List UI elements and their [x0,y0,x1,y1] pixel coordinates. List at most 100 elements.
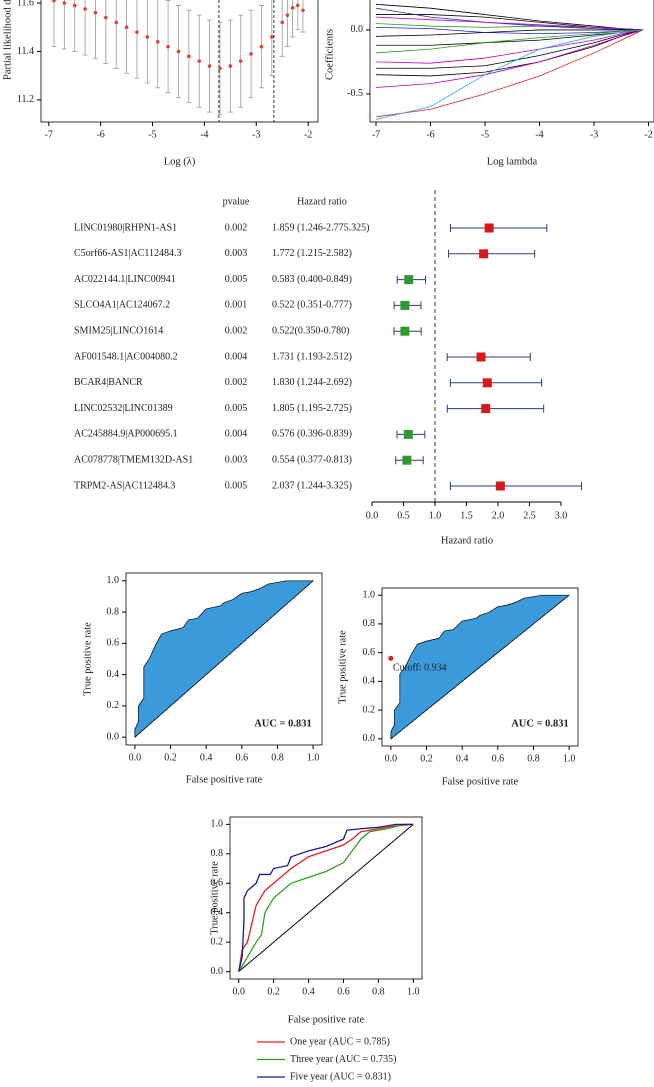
point [83,7,87,11]
series-line [375,29,644,37]
error-bar [51,0,57,48]
y-tick-label: 0.6 [211,878,224,889]
point [62,1,67,5]
point [145,35,150,39]
x-tick-label: -7 [45,129,53,140]
y-tick-label: 1.0 [363,589,376,600]
row-name: AC245884.9|AP000695.1 [74,429,178,440]
row-name: LINC01980|RHPN1-AS1 [74,222,177,233]
point [290,6,295,10]
series-line [238,823,414,972]
hr-marker [484,223,494,233]
row-pvalue: 0.002 [225,377,248,388]
x-tick-label: -2 [644,129,652,140]
hr-marker [404,275,414,285]
confidence-interval [449,378,543,387]
row-pvalue: 0.002 [225,222,248,233]
row-hr: 1.772 (1.215-2.582) [272,248,352,259]
column-header: pvalue [223,196,250,207]
y-tick-label: 0.2 [107,700,120,711]
series-line [238,823,414,972]
legend-label: Five year (AUC = 0.831) [290,1071,391,1082]
y-tick-label: 11.2 [17,94,34,105]
x-tick-label: 0.2 [164,752,177,763]
row-name: AF001548.1|AC004080.2 [74,351,178,362]
roc-area [134,580,315,738]
error-bar [144,0,150,84]
x-tick-label: -3 [252,129,260,140]
y-tick-label: 0.6 [107,638,120,649]
annotation: AUC = 0.831 [254,718,312,729]
x-tick-label: 1.0 [307,752,320,763]
y-axis-label: Partial likelihood dev [2,0,13,80]
hr-marker [402,455,412,465]
x-tick-label: 0.2 [420,753,433,764]
hr-marker [476,352,486,362]
x-tick-label: 0.2 [267,986,280,997]
plot-frame [40,0,319,123]
point [93,10,98,15]
x-tick-label: -2 [304,129,312,140]
error-bar [124,0,130,74]
x-tick-label: -6 [426,129,434,140]
row-hr: 0.522 (0.351-0.777) [272,300,352,311]
row-name: C5orf66-AS1|AC112484.3 [74,248,181,259]
confidence-interval [449,482,582,490]
error-bar [290,0,296,38]
confidence-interval [449,224,548,232]
x-tick-label: -7 [372,129,380,140]
row-pvalue: 0.001 [225,300,248,311]
confidence-interval [446,353,531,361]
x-tick-label: 0.5 [397,510,410,521]
hr-marker [400,326,410,336]
legend-label: Three year (AUC = 0.735) [290,1054,396,1065]
x-tick-label: 0.4 [302,986,315,997]
point [187,54,191,59]
point [155,39,160,44]
x-tick-label: 1.0 [429,510,442,521]
x-tick-label: 0.0 [385,753,398,764]
y-axis-label: True positive rate [337,630,348,704]
series-line [238,823,414,972]
y-tick-label: 0.0 [351,24,364,35]
point [114,20,119,25]
hr-marker [479,249,489,259]
point [280,20,285,25]
plot-frame [125,572,323,746]
point [259,44,264,49]
point [135,30,139,34]
row-hr: 1.859 (1.246-2.775.325) [272,222,370,233]
row-pvalue: 0.002 [225,325,248,336]
x-tick-label: 2.0 [492,510,505,521]
error-bar [103,0,109,64]
error-bar [279,0,285,57]
row-hr: 0.576 (0.396-0.839) [272,429,352,440]
series-line [375,16,644,31]
x-tick-label: -4 [535,129,543,140]
point [124,25,129,30]
y-tick-label: 0.8 [363,618,376,629]
x-tick-label: 0.6 [492,753,505,764]
error-bar [92,0,98,60]
x-axis-label: False positive rate [288,1014,365,1025]
point [301,8,305,13]
confidence-interval [446,404,545,413]
y-tick-label: 11.4 [17,46,34,57]
x-tick-label: 0.0 [232,986,245,997]
row-hr: 1.731 (1.193-2.512) [272,351,352,362]
point [270,35,274,39]
row-hr: 0.554 (0.377-0.813) [272,454,352,465]
x-axis-label: False positive rate [442,776,519,787]
y-tick-label: 0.6 [363,647,376,658]
series-line [375,3,644,31]
y-tick-label: 0.2 [363,704,376,715]
cutoff-point [388,655,394,661]
x-tick-label: -3 [590,129,598,140]
x-tick-label: 0.8 [372,986,385,997]
y-axis-label: True positive rate [82,622,93,696]
point [176,49,181,54]
row-hr: 0.583 (0.400-0.849) [272,274,352,285]
y-tick-label: 1.0 [211,819,224,830]
series-line [375,29,644,54]
